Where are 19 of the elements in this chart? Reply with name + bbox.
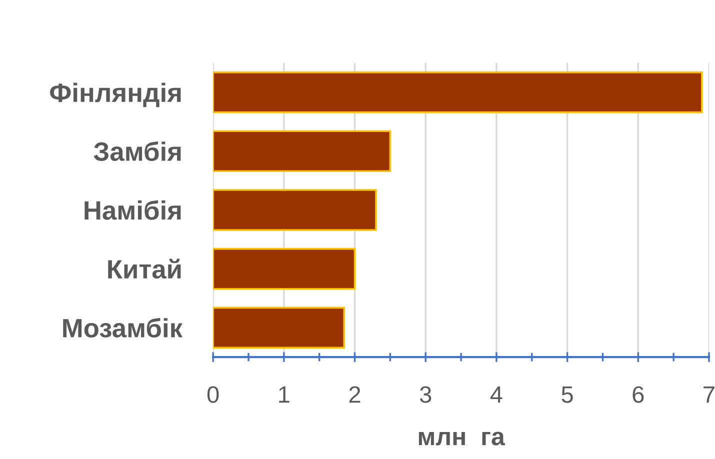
bar <box>213 248 356 290</box>
x-tick-label: 2 <box>349 386 360 403</box>
x-tick-label: 0 <box>207 386 219 403</box>
x-tick-label: 5 <box>562 386 573 403</box>
x-tick-label: 7 <box>704 386 714 403</box>
bar <box>213 130 392 172</box>
bar <box>213 71 703 114</box>
y-tick-label: Намібія <box>84 200 181 220</box>
y-tick-label: Мозамбік <box>63 318 183 338</box>
x-tick-label: 1 <box>279 386 290 403</box>
x-tick-label: 3 <box>420 386 432 403</box>
bar <box>213 189 377 231</box>
x-axis-title: млн га <box>418 432 506 446</box>
x-tick-label: 6 <box>632 386 644 403</box>
y-tick-label: Китай <box>108 258 181 279</box>
y-tick-label: Замбія <box>94 141 181 161</box>
x-tick-label: 4 <box>490 386 502 403</box>
bar <box>213 306 346 349</box>
y-tick-label: Фінляндія <box>50 82 181 108</box>
